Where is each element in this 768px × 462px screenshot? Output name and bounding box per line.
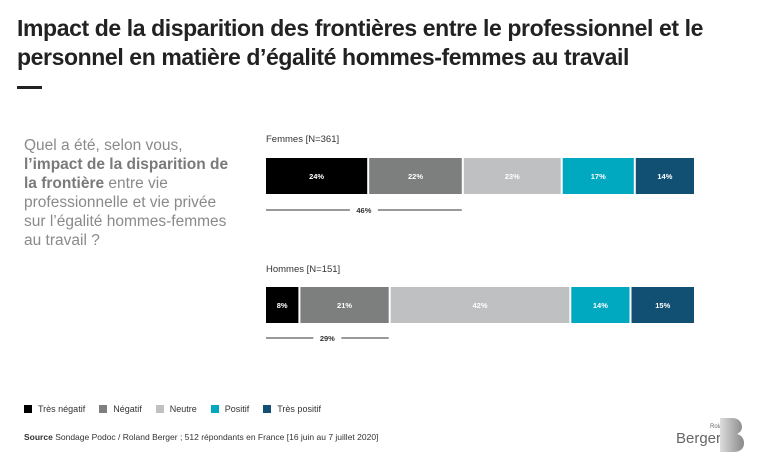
bar-segment-très-négatif <box>266 287 299 323</box>
legend: Très négatif Négatif Neutre Positif Très pos… <box>24 404 321 414</box>
bar-segment-négatif <box>300 287 389 323</box>
logo-small-text: Roland <box>710 424 730 430</box>
legend-item: Positif <box>210 404 250 414</box>
legend-label: Négatif <box>113 404 142 414</box>
bar-value-label: 24% <box>309 172 324 181</box>
legend-item: Négatif <box>99 404 142 414</box>
legend-swatch <box>210 405 219 413</box>
question-text: Quel a été, selon vous, l’impact de la d… <box>24 136 234 250</box>
legend-label: Très négatif <box>38 404 86 414</box>
source-label: Source <box>24 432 53 442</box>
stacked-bar-chart: Femmes [N=361] 24% 22% 23% 17% 14% 46% Hommes [… <box>266 134 694 343</box>
legend-label: Positif <box>224 404 250 414</box>
bar-value-label: 17% <box>591 172 606 181</box>
logo-b-icon <box>720 418 744 452</box>
legend-item: Très négatif <box>24 404 85 414</box>
bar-segment-neutre <box>463 158 561 194</box>
source-note: Source Sondage Podoc / Roland Berger ; 5… <box>24 432 378 442</box>
legend-swatch <box>155 405 164 413</box>
bracket-label: 46% <box>356 206 371 215</box>
logo-main-text: Berger <box>676 430 722 447</box>
bar-value-label: 21% <box>337 301 352 310</box>
question-part1: Quel a été, selon vous, <box>24 137 183 154</box>
legend-swatch <box>99 405 108 413</box>
bar-value-label: 14% <box>657 172 672 181</box>
legend-label: Très positif <box>277 404 321 414</box>
bar-value-label: 15% <box>655 301 670 310</box>
bracket-label: 29% <box>320 334 335 343</box>
bar-segment-très-négatif <box>266 158 368 194</box>
legend-swatch <box>263 405 272 413</box>
bar-segment-positif <box>571 287 630 323</box>
legend-item: Très positif <box>263 404 321 414</box>
bar-segment-très-positif <box>631 287 694 323</box>
question-bold: l’impact de la disparition de la frontiè… <box>24 156 229 192</box>
question-part2: entre vie professionnelle et vie privée … <box>24 175 227 249</box>
bar-value-label: 23% <box>505 172 520 181</box>
bar-segment-positif <box>562 158 634 194</box>
bar-segment-négatif <box>369 158 462 194</box>
bar-value-label: 8% <box>277 301 288 310</box>
title-rule <box>17 86 42 89</box>
legend-label: Neutre <box>169 404 197 414</box>
legend-item: Neutre <box>155 404 197 414</box>
roland-berger-logo: Roland Berger <box>676 416 746 456</box>
source-text: Sondage Podoc / Roland Berger ; 512 répo… <box>52 432 379 442</box>
bar-value-label: 14% <box>593 301 608 310</box>
bar-segment-très-positif <box>635 158 694 194</box>
bar-segment-neutre <box>390 287 570 323</box>
bar-value-label: 42% <box>472 301 487 310</box>
group-label: Hommes [N=151] <box>266 264 340 275</box>
group-label: Femmes [N=361] <box>266 134 339 145</box>
page-title: Impact de la disparition des frontières … <box>17 15 703 70</box>
legend-swatch <box>24 405 32 413</box>
bar-value-label: 22% <box>408 172 423 181</box>
